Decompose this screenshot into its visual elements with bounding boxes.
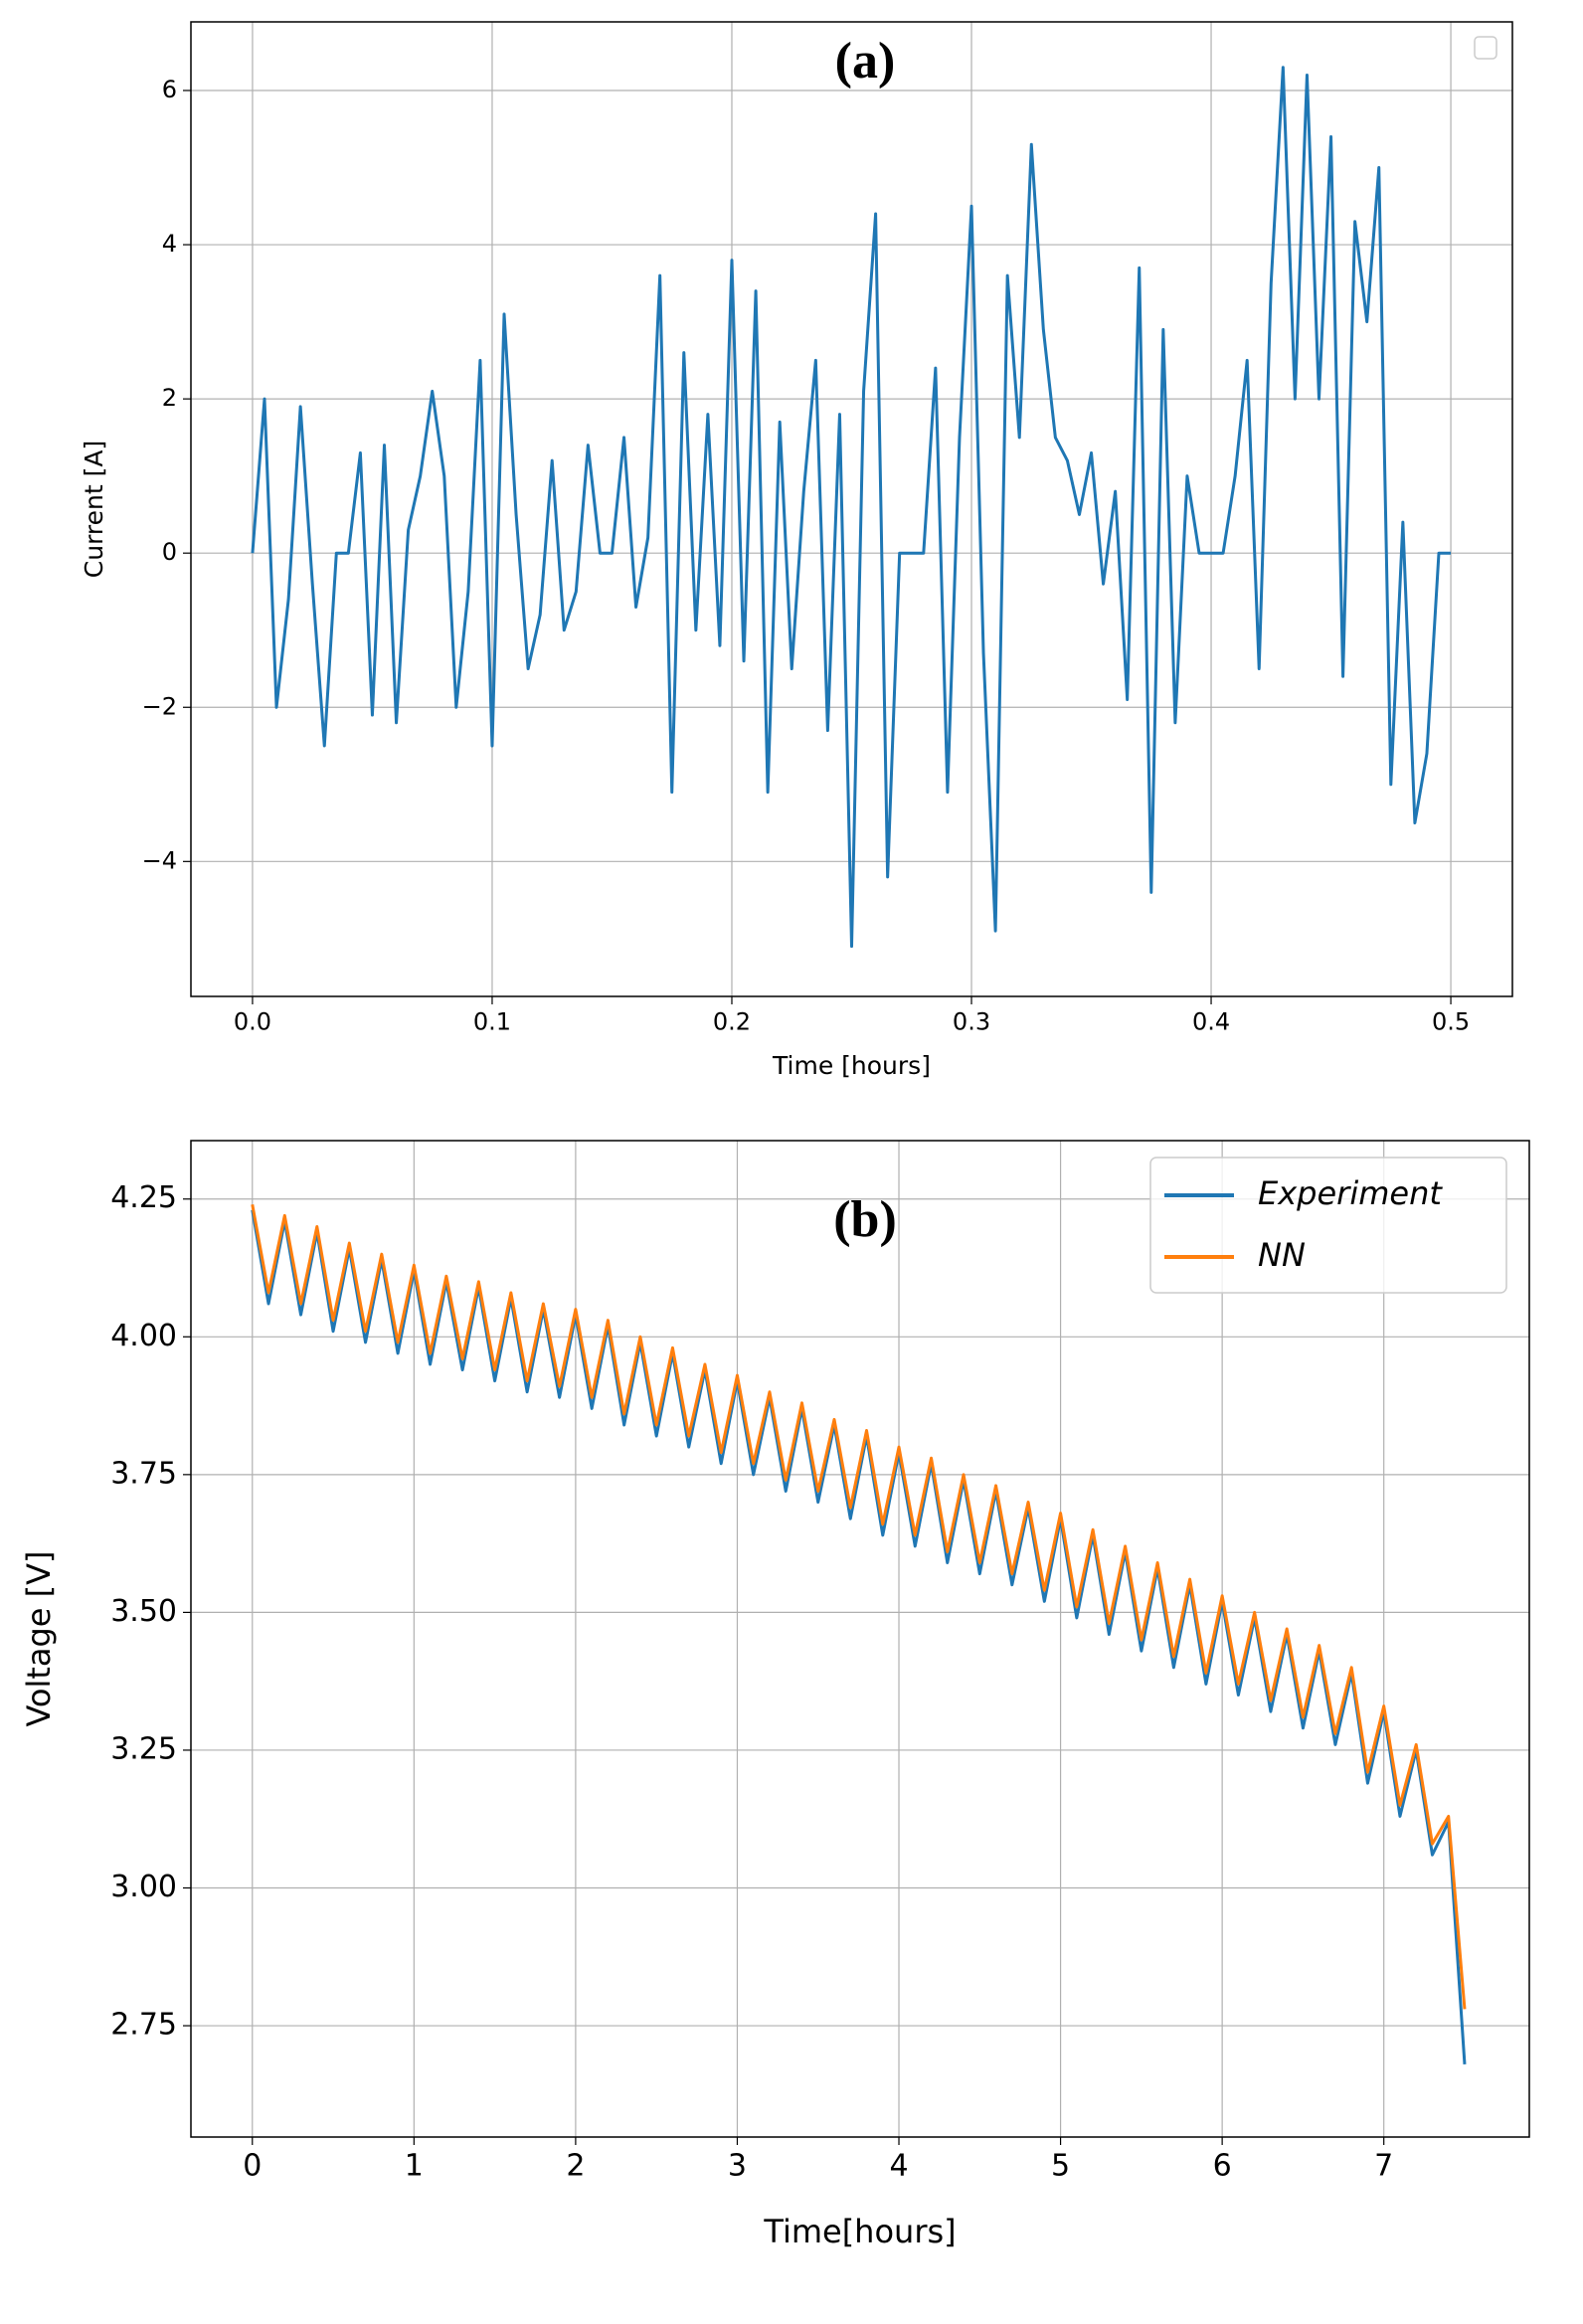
x-tick-label: 0.2: [713, 1007, 751, 1035]
x-tick-label: 5: [1051, 2149, 1070, 2184]
x-tick-label: 3: [728, 2149, 747, 2184]
x-tick-label: 1: [405, 2149, 424, 2184]
x-tick-label: 2: [566, 2149, 585, 2184]
x-tick-label: 0.0: [234, 1007, 271, 1035]
y-tick-label: 4.00: [110, 1319, 177, 1353]
x-tick-label: 0.3: [953, 1007, 990, 1035]
y-axis-label: Voltage [V]: [20, 1550, 58, 1726]
y-axis-label: Current [A]: [80, 441, 108, 578]
x-tick-label: 6: [1213, 2149, 1232, 2184]
y-tick-label: 3.25: [110, 1731, 177, 1766]
y-tick-label: 4: [162, 230, 177, 258]
plot-frame: [190, 1140, 1530, 2138]
y-tick-label: 3.75: [110, 1456, 177, 1491]
legend-label: Experiment: [1258, 1174, 1443, 1212]
data-line: [251, 66, 1452, 949]
x-tick-label: 4: [889, 2149, 908, 2184]
x-tick-label: 0.5: [1432, 1007, 1470, 1035]
x-tick-label: 0.1: [473, 1007, 511, 1035]
y-tick-label: −4: [142, 846, 177, 874]
y-tick-label: 3.00: [110, 1870, 177, 1904]
x-tick-label: 0.4: [1192, 1007, 1230, 1035]
plot-frame: [190, 21, 1513, 997]
x-axis-label: Time [hours]: [772, 1051, 931, 1080]
y-tick-label: 2: [162, 384, 177, 412]
y-tick-label: 2.75: [110, 2008, 177, 2043]
chart-title: (b): [833, 1191, 897, 1248]
y-tick-label: 3.50: [110, 1594, 177, 1629]
legend-label: NN: [1258, 1236, 1306, 1274]
x-axis-label: Time[hours]: [763, 2213, 956, 2250]
x-tick-label: 0: [243, 2149, 262, 2184]
legend-box: [1474, 36, 1497, 60]
y-tick-label: 4.25: [110, 1180, 177, 1215]
y-tick-label: 6: [162, 76, 177, 103]
legend-box: [1149, 1157, 1507, 1294]
y-tick-label: 0: [162, 538, 177, 566]
data-line: [251, 1204, 1467, 2010]
chart-title: (a): [835, 33, 896, 89]
y-tick-label: −2: [142, 692, 177, 720]
x-tick-label: 7: [1374, 2149, 1393, 2184]
